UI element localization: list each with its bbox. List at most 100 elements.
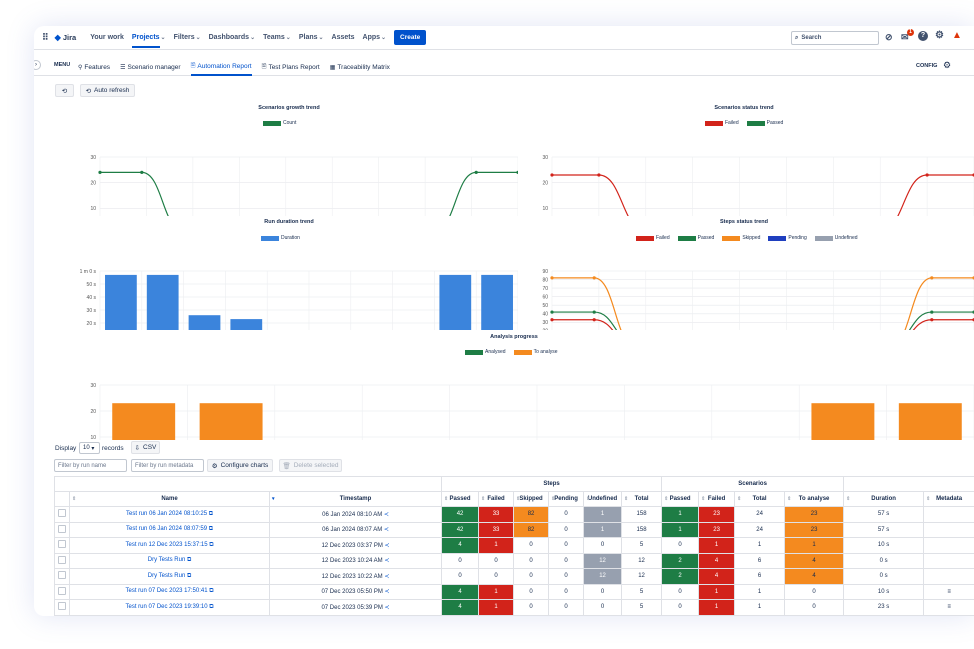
sort-icon[interactable]: ⇕ [624, 496, 629, 502]
share-icon[interactable]: ≺ [382, 604, 390, 611]
nav-item[interactable]: Dashboards [208, 34, 250, 41]
row-checkbox[interactable] [58, 540, 66, 549]
nav-item[interactable]: Teams [263, 34, 285, 41]
run-name-link[interactable]: Dry Tests Run [147, 572, 186, 579]
row-checkbox[interactable] [58, 509, 66, 518]
column-header[interactable]: ⇕ Total [734, 491, 786, 507]
records-select[interactable]: 10 ▾ [79, 442, 100, 454]
sort-icon[interactable]: ⇕ [444, 496, 449, 502]
run-name-link[interactable]: Test run 07 Dec 2023 17:50:41 [125, 588, 208, 595]
run-name-link[interactable]: Test run 06 Jan 2024 08:07:59 [125, 526, 208, 533]
filter-run-metadata-input[interactable]: Filter by run metadata [131, 459, 204, 472]
cell-meta[interactable] [923, 521, 974, 538]
refresh-button[interactable]: ⟲ [55, 84, 74, 97]
external-link-icon[interactable]: ⧉ [185, 557, 192, 564]
menu-label[interactable]: MENU [54, 62, 71, 68]
nav-item[interactable]: Assets [331, 34, 355, 41]
tab-test-plans-report[interactable]: 🗎 Test Plans Report [262, 58, 320, 76]
tab-traceability-matrix[interactable]: ▦ Traceability Matrix [330, 58, 390, 76]
nav-item[interactable]: Plans [298, 34, 318, 41]
records-label: records [102, 445, 124, 452]
column-header[interactable]: ⇕ Skipped [513, 491, 550, 507]
notifications-icon[interactable]: ✉ [901, 32, 909, 42]
sort-icon[interactable]: ⇕ [701, 496, 706, 502]
config-label[interactable]: CONFIG [916, 63, 938, 69]
jira-logo[interactable]: ◆ Jira [55, 33, 77, 42]
share-icon[interactable]: ≺ [382, 573, 390, 580]
tab-scenario-manager[interactable]: ☰ Scenario manager [120, 58, 181, 76]
sort-icon[interactable]: ▾ [272, 496, 275, 502]
configure-charts-button[interactable]: ⚙ Configure charts [207, 459, 273, 472]
create-button[interactable]: Create [394, 30, 427, 45]
column-header[interactable]: ⇕ Name [69, 491, 270, 507]
external-link-icon[interactable]: ⧉ [207, 541, 214, 548]
external-link-icon[interactable]: ⧉ [207, 588, 214, 595]
row-checkbox[interactable] [58, 571, 66, 580]
auto-refresh-button[interactable]: ⟲ Auto refresh [80, 84, 135, 97]
sort-icon[interactable]: ⇕ [664, 496, 669, 502]
cell-meta[interactable] [923, 552, 974, 569]
sort-icon[interactable]: ⇕ [787, 496, 792, 502]
share-icon[interactable]: ≺ [382, 511, 389, 518]
delete-selected-button[interactable]: 🗑 Delete selected [279, 459, 342, 472]
config-gear-icon[interactable]: ⚙ [943, 60, 952, 70]
column-header[interactable]: ⇕ Passed [441, 491, 480, 507]
filter-run-name-input[interactable]: Filter by run name [54, 459, 127, 472]
cell-meta[interactable]: ≡ [923, 599, 974, 616]
column-header[interactable]: ⇕ Passed [661, 491, 700, 507]
row-checkbox[interactable] [58, 524, 66, 533]
sort-icon[interactable]: ⇕ [586, 496, 591, 502]
external-link-icon[interactable]: ⧉ [207, 526, 213, 533]
sort-icon[interactable]: ⇕ [516, 496, 521, 502]
sort-icon[interactable]: ⇕ [551, 496, 556, 502]
nav-item[interactable]: Projects [131, 34, 160, 48]
column-header[interactable]: ▾ Timestamp [268, 491, 443, 507]
cell-meta[interactable] [923, 537, 974, 554]
share-icon[interactable]: ≺ [382, 542, 390, 549]
column-header[interactable]: ⇕ Metadata [923, 491, 974, 507]
sort-icon[interactable]: ⇕ [737, 496, 742, 502]
external-link-icon[interactable]: ⧉ [185, 572, 192, 579]
cell-meta[interactable] [923, 506, 974, 523]
column-header[interactable]: ⇕ To analyse [784, 491, 845, 507]
row-checkbox[interactable] [58, 586, 66, 595]
row-checkbox[interactable] [58, 555, 66, 564]
question-icon[interactable]: ? [918, 31, 928, 41]
settings-gear-icon[interactable]: ⚙ [935, 30, 944, 41]
share-icon[interactable]: ≺ [382, 527, 389, 534]
select-all-header [54, 491, 70, 507]
column-header[interactable]: ⇕ Duration [843, 491, 925, 507]
column-header[interactable]: ⇕ Total [621, 491, 663, 507]
csv-button[interactable]: ⇩ CSV [131, 441, 160, 454]
column-header[interactable]: ⇕ Pending [548, 491, 585, 507]
run-name-link[interactable]: Test run 12 Dec 2023 15:37:15 [125, 541, 208, 548]
nav-item[interactable]: Your work [90, 34, 124, 41]
help-circle-icon[interactable]: ⊘ [885, 32, 893, 42]
column-header[interactable]: ⇕ Failed [698, 491, 736, 507]
app-switcher-icon[interactable]: ⠿ [42, 32, 49, 42]
external-link-icon[interactable]: ⧉ [207, 603, 214, 610]
share-icon[interactable]: ≺ [382, 558, 390, 565]
run-name-link[interactable]: Test run 07 Dec 2023 19:39:10 [125, 603, 208, 610]
nav-item[interactable]: Filters [173, 34, 195, 41]
sort-icon[interactable]: ⇕ [481, 496, 486, 502]
cell-meta[interactable]: ≡ [923, 583, 974, 600]
sort-icon[interactable]: ⇕ [846, 496, 851, 502]
sort-icon[interactable]: ⇕ [926, 496, 931, 502]
external-link-icon[interactable]: ⧉ [207, 510, 213, 517]
sort-icon[interactable]: ⇕ [72, 496, 77, 502]
share-icon[interactable]: ≺ [382, 589, 390, 596]
nav-item[interactable]: Apps [362, 34, 381, 41]
row-checkbox[interactable] [58, 602, 66, 611]
cell-meta[interactable] [923, 568, 974, 585]
tab-features[interactable]: ⚲ Features [78, 58, 110, 76]
search-input[interactable]: ⌕ Search [791, 31, 879, 45]
run-name-cell: Test run 07 Dec 2023 17:50:41 ⧉ [69, 583, 270, 600]
profile-avatar[interactable]: ▲ [952, 30, 962, 41]
column-header[interactable]: ⇕ Undefined [583, 491, 623, 507]
tab-automation-report[interactable]: 🗎 Automation Report [190, 58, 252, 76]
sidebar-expand-icon[interactable]: › [34, 60, 41, 70]
run-name-link[interactable]: Dry Tests Run [147, 557, 186, 564]
column-header[interactable]: ⇕ Failed [478, 491, 515, 507]
run-name-link[interactable]: Test run 06 Jan 2024 08:10:25 [125, 510, 208, 517]
